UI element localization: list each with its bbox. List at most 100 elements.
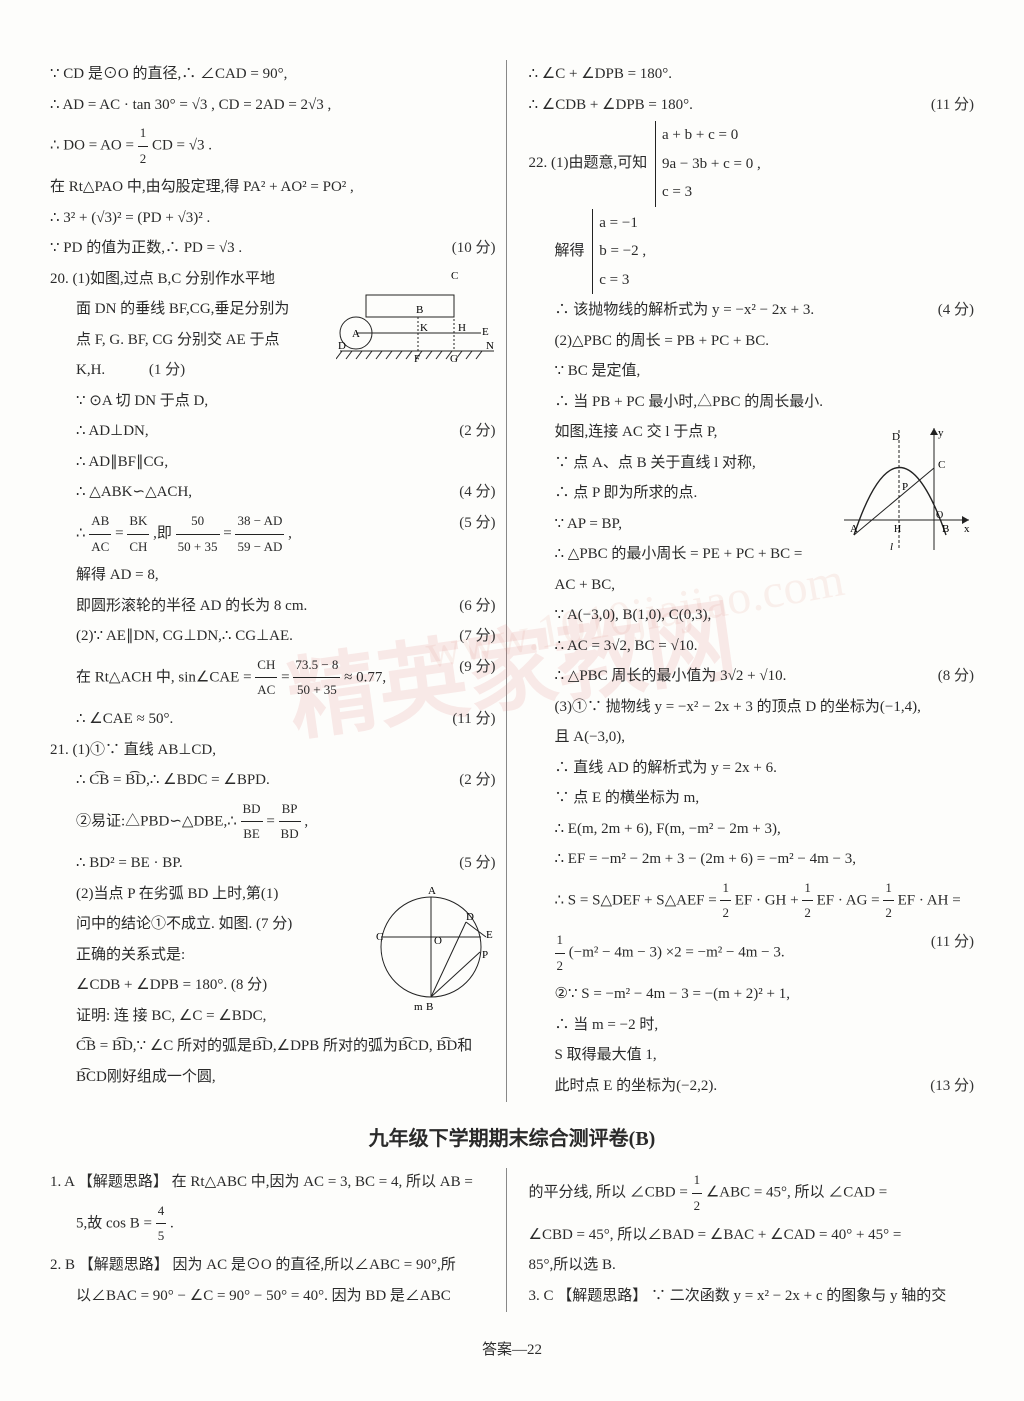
text: = (223, 526, 235, 542)
text-line: ∴ 该抛物线的解析式为 y = −x² − 2x + 3. (4 分) (529, 296, 975, 325)
text: ∴ BD² = BE · BP. (76, 855, 183, 871)
text-line: ∴ △PBC 周长的最小值为 3√2 + √10. (8 分) (529, 662, 975, 691)
text: ∠ABC = 45°, 所以 ∠CAD = (706, 1185, 887, 1201)
text-line: ②∵ S = −m² − 4m − 3 = −(m + 2)² + 1, (529, 980, 975, 1009)
text: . (170, 1215, 174, 1231)
score-marker: (1 分) (149, 362, 185, 378)
text-line: (2)当点 P 在劣弧 BD 上时,第(1) (50, 880, 496, 909)
text: EF · AH = (898, 892, 961, 908)
text-line: ∴ ∠CDB + ∠DPB = 180°. (11 分) (529, 91, 975, 120)
text-line: 即圆形滚轮的半径 AD 的长为 8 cm. (6 分) (50, 592, 496, 621)
text-line: 2. B 【解题思路】 因为 AC 是⊙O 的直径,所以∠ABC = 90°,所 (50, 1251, 496, 1280)
text-line: ∵ CD 是⊙O 的直径,∴ ∠CAD = 90°, (50, 60, 496, 89)
fraction: 12 (720, 876, 731, 926)
text-line: 且 A(−3,0), (529, 723, 975, 752)
text: , (304, 813, 308, 829)
text-line: 22. (1)由题意,可知 a + b + c = 0 9a − 3b + c … (529, 121, 975, 207)
fraction: 12 (555, 928, 566, 978)
text: EF · AG = (817, 892, 884, 908)
text-line: ∴ 直线 AD 的解析式为 y = 2x + 6. (529, 754, 975, 783)
text-line: ∴ S = S△DEF + S△AEF = 12 EF · GH + 12 EF… (529, 876, 975, 926)
eq: a + b + c = 0 (662, 121, 761, 150)
text: K,H. (76, 362, 105, 378)
text: 22. (1)由题意,可知 (529, 155, 648, 171)
text: ∴ AD⊥DN, (76, 423, 149, 439)
text-line: ∠CBD = 45°, 所以∠BAD = ∠BAC + ∠CAD = 40° +… (529, 1221, 975, 1250)
fraction: BKCH (127, 509, 149, 559)
text-line: K,H. (1 分) (50, 356, 496, 385)
text-line: ∴ 3² + (√3)² = (PD + √3)² . (50, 204, 496, 233)
text: ∴ △PBC 周长的最小值为 3√2 + √10. (555, 668, 787, 684)
score-marker: (5 分) (459, 509, 495, 538)
eq: b = −2 , (599, 237, 646, 266)
text-line: 问中的结论①不成立. 如图. (7 分) (50, 910, 496, 939)
score-marker: (8 分) (938, 662, 974, 691)
fraction: ABAC (89, 509, 111, 559)
text-line: 20. (1)如图,过点 B,C 分别作水平地 (50, 265, 496, 294)
bottom-left-column: 1. A 【解题思路】 在 Rt△ABC 中,因为 AC = 3, BC = 4… (50, 1168, 507, 1312)
score-marker: (11 分) (452, 705, 495, 734)
score-marker: (9 分) (459, 653, 495, 682)
text: ∴ S = S△DEF + S△AEF = (555, 892, 721, 908)
fraction: 12 (802, 876, 813, 926)
text-line: 21. (1)①∵ 直线 AB⊥CD, (50, 736, 496, 765)
main-columns: ∵ CD 是⊙O 的直径,∴ ∠CAD = 90°, ∴ AD = AC · t… (50, 60, 974, 1102)
brace-system: a + b + c = 0 9a − 3b + c = 0 , c = 3 (655, 121, 761, 207)
fraction: 12 (138, 121, 149, 171)
text-line: ∵ BC 是定值, (529, 357, 975, 386)
score-marker: (11 分) (931, 91, 974, 120)
score-marker: (6 分) (459, 592, 495, 621)
text: ②易证:△PBD∽△DBE,∴ (76, 813, 241, 829)
bottom-right-column: 的平分线, 所以 ∠CBD = 12 ∠ABC = 45°, 所以 ∠CAD =… (519, 1168, 975, 1312)
text-line: ∴ AC = 3√2, BC = √10. (529, 632, 975, 661)
fraction: 12 (883, 876, 894, 926)
text-line: 如图,连接 AC 交 l 于点 P, (529, 418, 975, 447)
score-marker: (11 分) (931, 928, 974, 957)
text: 此时点 E 的坐标为(−2,2). (555, 1078, 718, 1094)
score-marker: (5 分) (459, 849, 495, 878)
text: EF · GH + (735, 892, 803, 908)
text-line: ∵ 点 E 的横坐标为 m, (529, 784, 975, 813)
text: 5,故 cos B = (76, 1215, 156, 1231)
text-line: ∴ AD∥BF∥CG, (50, 448, 496, 477)
text: ∴ DO = AO = (50, 138, 138, 154)
text-line: ∴ 当 m = −2 时, (529, 1011, 975, 1040)
score-marker: (10 分) (452, 234, 496, 263)
text: ∴ △ABK∽△ACH, (76, 484, 192, 500)
text-line: 85°,所以选 B. (529, 1251, 975, 1280)
text-line: ∴ AD = AC · tan 30° = √3 , CD = 2AD = 2√… (50, 91, 496, 120)
text-line: ∴ AD⊥DN,(2 分) (50, 417, 496, 446)
text-line: (2)∵ AE∥DN, CG⊥DN,∴ CG⊥AE.(7 分) (50, 622, 496, 651)
text-line: ∴ ∠C + ∠DPB = 180°. (529, 60, 975, 89)
eq: 9a − 3b + c = 0 , (662, 150, 761, 179)
text-line: ∠CDB + ∠DPB = 180°. (8 分) (50, 971, 496, 1000)
text-line: C͡B = B͡D,∵ ∠C 所对的弧是B͡D,∠DPB 所对的弧为B͡CD, … (50, 1032, 496, 1061)
text-line: S 取得最大值 1, (529, 1041, 975, 1070)
text-line: ∴ EF = −m² − 2m + 3 − (2m + 6) = −m² − 4… (529, 845, 975, 874)
left-column: ∵ CD 是⊙O 的直径,∴ ∠CAD = 90°, ∴ AD = AC · t… (50, 60, 507, 1102)
text: ∵ PD 的值为正数,∴ PD = √3 . (50, 240, 242, 256)
text: = (266, 813, 278, 829)
text: 即圆形滚轮的半径 AD 的长为 8 cm. (76, 598, 307, 614)
score-marker: (4 分) (938, 296, 974, 325)
fraction: BPBD (279, 797, 301, 847)
text: ∴ C͡B = B͡D,∴ ∠BDC = ∠BPD. (76, 772, 270, 788)
text: ≈ 0.77, (344, 669, 386, 685)
text: (2)∵ AE∥DN, CG⊥DN,∴ CG⊥AE. (76, 628, 293, 644)
text: 的平分线, 所以 ∠CBD = (529, 1185, 692, 1201)
text: CD = √3 . (152, 138, 212, 154)
text-line: 证明: 连 接 BC, ∠C = ∠BDC, (50, 1002, 496, 1031)
fraction: 38 − AD59 − AD (235, 509, 284, 559)
text-line: ∵ ⊙A 切 DN 于点 D, (50, 387, 496, 416)
brace-system: a = −1 b = −2 , c = 3 (592, 209, 646, 295)
right-column: ∴ ∠C + ∠DPB = 180°. ∴ ∠CDB + ∠DPB = 180°… (519, 60, 975, 1102)
score-marker: (2 分) (459, 766, 495, 795)
text: ∴ ∠CDB + ∠DPB = 180°. (529, 97, 693, 113)
score-marker: (4 分) (459, 478, 495, 507)
text-line: AC + BC, (529, 571, 975, 600)
text: ∴ 该抛物线的解析式为 y = −x² − 2x + 3. (555, 302, 815, 318)
text-line: (3)①∵ 抛物线 y = −x² − 2x + 3 的顶点 D 的坐标为(−1… (529, 693, 975, 722)
text-line: 在 Rt△PAO 中,由勾股定理,得 PA² + AO² = PO² , (50, 173, 496, 202)
page-footer: 答案—22 (50, 1336, 974, 1365)
text: ∴ (76, 526, 89, 542)
